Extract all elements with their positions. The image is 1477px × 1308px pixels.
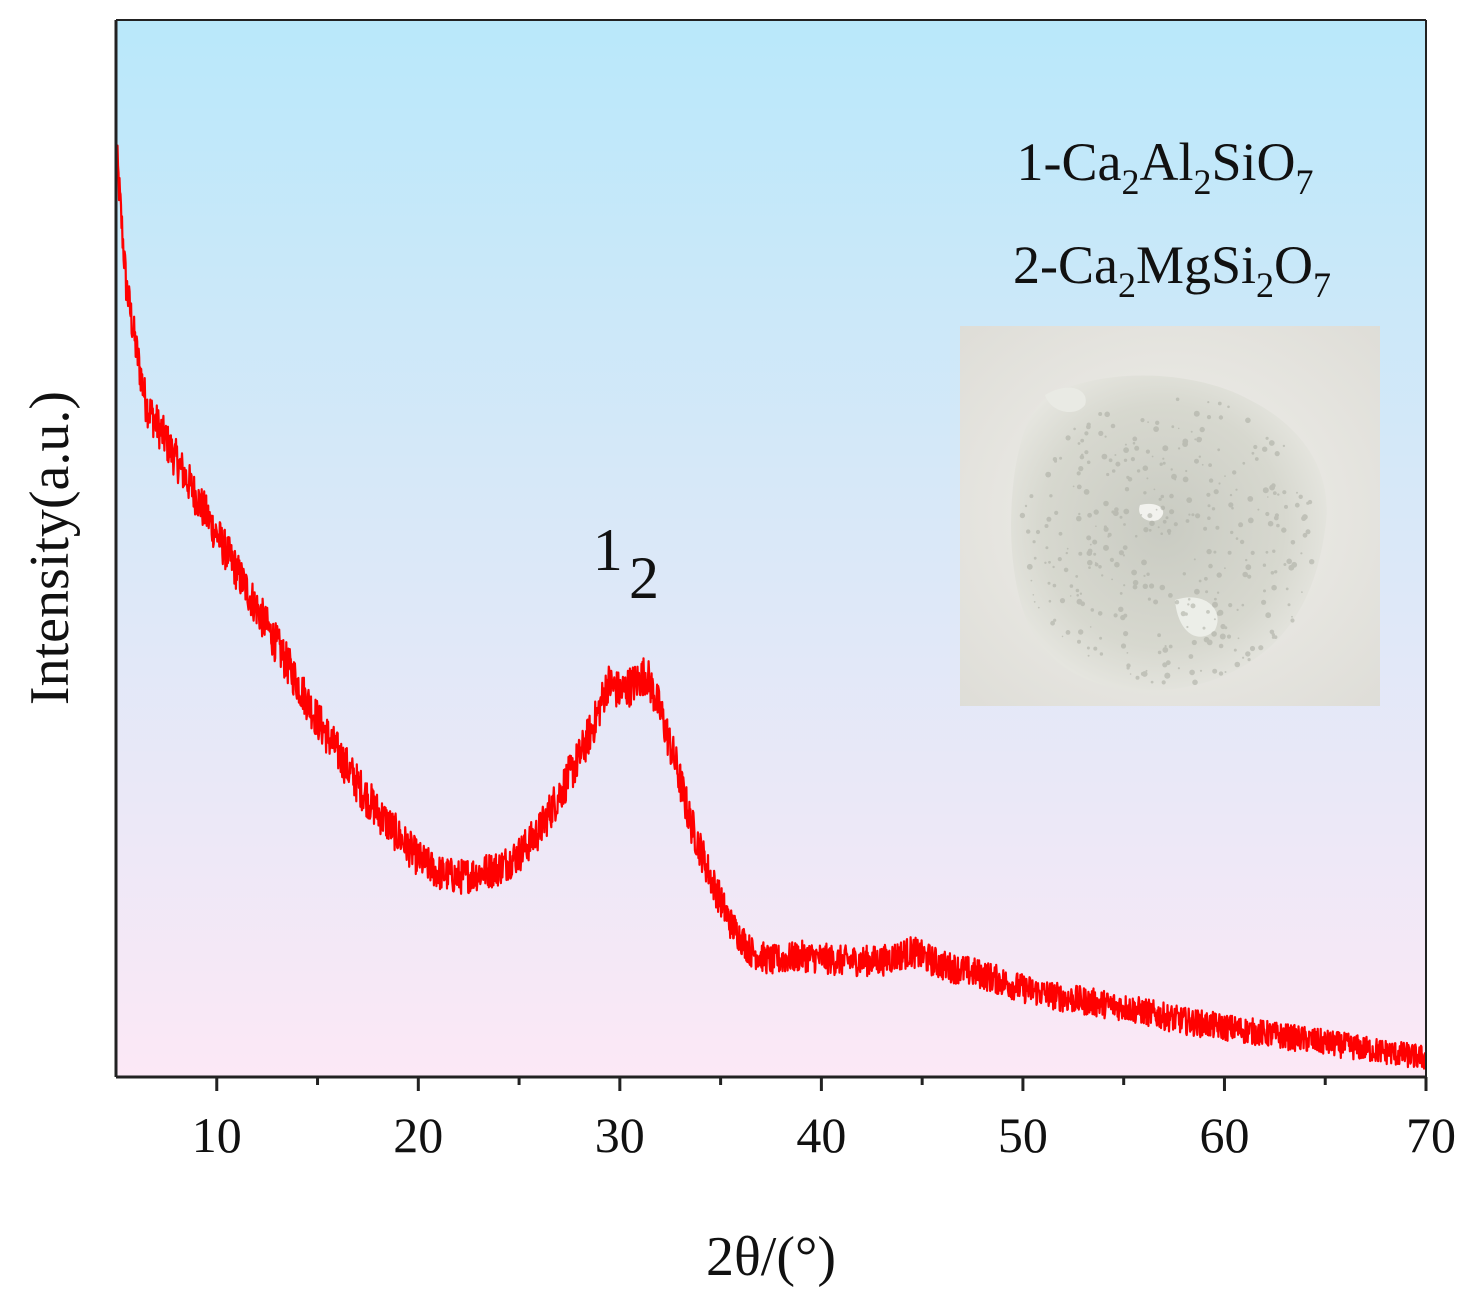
x-tick-label-30: 30	[595, 1107, 645, 1163]
peak-label-1: 1	[593, 517, 623, 583]
y-axis-label: Intensity(a.u.)	[19, 391, 81, 705]
sample-powder-photo	[960, 326, 1380, 706]
x-axis-tick-labels: 10 20 30 40 50 60 70	[192, 1107, 1456, 1163]
peak-label-2: 2	[629, 545, 659, 611]
legend-entry-ca2al2sio7: 1-Ca2Al2SiO7	[1016, 132, 1313, 202]
x-tick-label-70: 70	[1406, 1107, 1456, 1163]
legend-entry-ca2mgsi2o7: 2-Ca2MgSi2O7	[1013, 235, 1331, 305]
series-layer	[116, 138, 1426, 1070]
x-tick-label-10: 10	[192, 1107, 242, 1163]
x-tick-label-20: 20	[393, 1107, 443, 1163]
axes	[114, 19, 1427, 1079]
legend: 1-Ca2Al2SiO7 2-Ca2MgSi2O7	[1013, 132, 1331, 305]
x-tick-label-40: 40	[796, 1107, 846, 1163]
x-axis-ticks	[215, 1077, 1428, 1091]
x-tick-label-60: 60	[1200, 1107, 1250, 1163]
series-line-0	[116, 138, 1426, 1070]
x-tick-label-50: 50	[998, 1107, 1048, 1163]
x-axis-label: 2θ/(°)	[706, 1226, 836, 1288]
